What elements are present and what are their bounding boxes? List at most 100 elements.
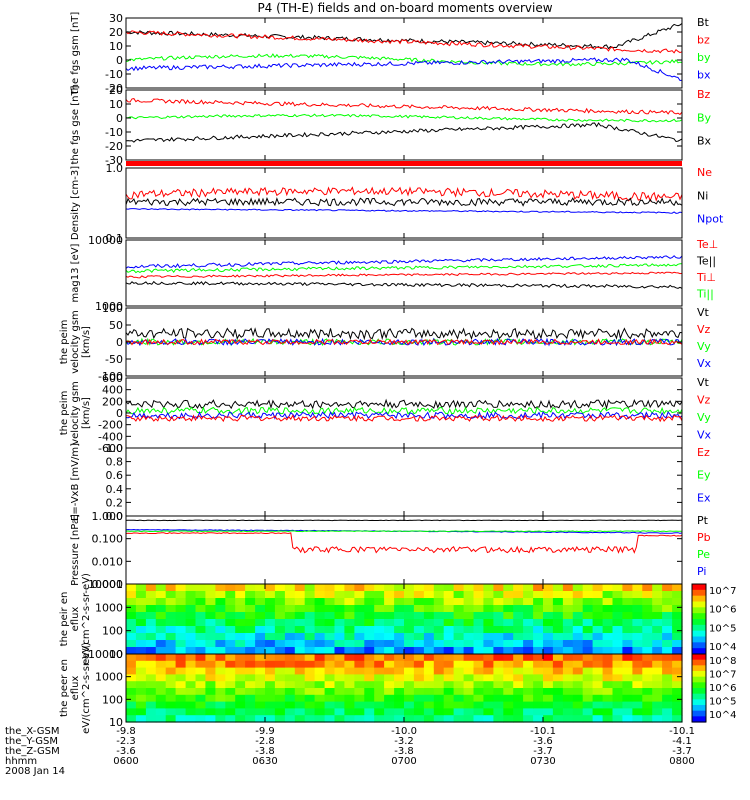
heat-cell-9-36-6 [483, 694, 494, 703]
colorbar-cell-8-11 [692, 648, 706, 655]
heat-cell-9-53-3 [652, 674, 663, 682]
heat-cell-9-15-6 [274, 694, 286, 703]
heat-cell-9-55-6 [672, 694, 683, 703]
heat-cell-9-30-9 [423, 715, 435, 723]
heat-cell-9-16-2 [284, 667, 296, 675]
heat-cell-9-5-2 [175, 667, 187, 675]
series-Vt [125, 327, 683, 341]
heat-cell-8-22-2 [344, 598, 355, 606]
heat-cell-8-52-7 [642, 633, 653, 641]
heat-cell-8-2-9 [145, 647, 157, 655]
heat-cell-8-47-9 [592, 647, 604, 655]
heat-cell-8-0-0 [126, 584, 137, 592]
heat-cell-9-41-5 [533, 688, 544, 696]
heat-cell-9-44-9 [562, 715, 574, 723]
heat-cell-8-47-7 [592, 633, 604, 641]
heat-cell-9-1-5 [135, 688, 147, 696]
heat-cell-9-41-1 [533, 660, 544, 669]
heat-cell-8-14-5 [265, 619, 276, 627]
heat-cell-9-23-2 [354, 667, 365, 675]
heat-cell-8-38-2 [503, 598, 514, 606]
heat-cell-8-44-6 [562, 626, 574, 634]
heat-cell-8-36-5 [483, 619, 494, 627]
heat-cell-9-45-7 [572, 701, 584, 709]
heat-cell-9-6-3 [185, 674, 197, 682]
heat-cell-9-27-0 [394, 654, 405, 662]
heat-cell-8-39-4 [513, 612, 524, 620]
heat-cell-9-28-3 [404, 674, 415, 682]
heat-cell-8-8-3 [205, 605, 216, 613]
heat-cell-9-51-8 [632, 708, 643, 716]
heat-cell-8-25-6 [374, 626, 385, 634]
heat-cell-8-50-1 [622, 591, 633, 599]
heat-cell-8-50-5 [622, 619, 633, 627]
heat-cell-9-2-3 [145, 674, 157, 682]
heat-cell-8-34-1 [463, 591, 475, 599]
heat-cell-9-25-5 [374, 688, 385, 696]
heat-cell-8-8-4 [205, 612, 216, 620]
heat-cell-8-40-8 [523, 640, 534, 648]
heat-cell-8-48-8 [602, 640, 614, 648]
heat-cell-9-18-2 [304, 667, 316, 675]
heat-cell-9-16-1 [284, 660, 296, 669]
heat-cell-8-40-5 [523, 619, 534, 627]
series-By [125, 113, 683, 123]
heat-cell-8-39-0 [513, 584, 524, 592]
heat-cell-9-14-3 [265, 674, 276, 682]
ytick-label-8-1: 1000 [95, 601, 123, 614]
heat-cell-9-43-1 [552, 660, 564, 669]
heat-cell-9-32-6 [443, 694, 455, 703]
heat-cell-8-21-0 [334, 584, 345, 592]
heat-cell-9-32-9 [443, 715, 455, 723]
heat-cell-9-22-6 [344, 694, 355, 703]
heat-cell-9-32-7 [443, 701, 455, 709]
heat-cell-9-6-7 [185, 701, 197, 709]
heat-cell-8-30-1 [423, 591, 435, 599]
heat-cell-9-3-9 [155, 715, 167, 723]
heat-cell-9-26-5 [384, 688, 395, 696]
heat-cell-9-17-0 [294, 654, 306, 662]
colorbar-cell-8-9 [692, 636, 706, 643]
heat-cell-8-14-7 [265, 633, 276, 641]
heat-cell-8-10-6 [225, 626, 236, 634]
heat-cell-8-4-2 [165, 598, 177, 606]
heat-cell-9-17-3 [294, 674, 306, 682]
heat-cell-8-34-4 [463, 612, 475, 620]
heat-cell-8-12-7 [245, 633, 256, 641]
heat-cell-8-16-8 [284, 640, 296, 648]
heat-cell-8-41-5 [533, 619, 544, 627]
heat-cell-9-14-6 [265, 694, 276, 703]
heat-cell-9-23-1 [354, 660, 365, 669]
heat-cell-9-51-5 [632, 688, 643, 696]
heat-cell-9-34-9 [463, 715, 475, 723]
heat-cell-9-32-0 [443, 654, 455, 662]
heat-cell-8-39-2 [513, 598, 524, 606]
heat-cell-9-19-3 [314, 674, 326, 682]
heat-cell-9-38-7 [503, 701, 514, 709]
heat-cell-9-6-1 [185, 660, 197, 669]
footer-value-3-3: 0730 [530, 756, 555, 767]
heat-cell-8-51-9 [632, 647, 643, 655]
heat-cell-8-12-2 [245, 598, 256, 606]
heat-cell-9-22-0 [344, 654, 355, 662]
heat-cell-9-52-5 [642, 688, 653, 696]
heat-cell-8-17-7 [294, 633, 306, 641]
heat-cell-9-38-8 [503, 708, 514, 716]
heat-cell-8-3-1 [155, 591, 167, 599]
heat-cell-8-42-8 [543, 640, 554, 648]
heat-cell-9-38-1 [503, 660, 514, 669]
ytick-label-6-3: 0.4 [106, 483, 124, 496]
heat-cell-9-48-1 [602, 660, 614, 669]
heat-cell-8-19-8 [314, 640, 326, 648]
heat-cell-8-13-5 [255, 619, 266, 627]
ytick-label-4-0: 100 [102, 302, 123, 315]
heat-cell-8-55-0 [672, 584, 683, 592]
heat-cell-9-48-7 [602, 701, 614, 709]
ylabel-line-5-1: velocity gsm [70, 381, 81, 445]
heat-cell-9-15-4 [274, 681, 286, 689]
heat-cell-8-33-6 [453, 626, 465, 634]
heat-cell-8-15-3 [274, 605, 286, 613]
heat-cell-8-24-8 [364, 640, 375, 648]
colorbar-cell-9-6 [692, 688, 706, 695]
series-Vz [126, 414, 683, 423]
